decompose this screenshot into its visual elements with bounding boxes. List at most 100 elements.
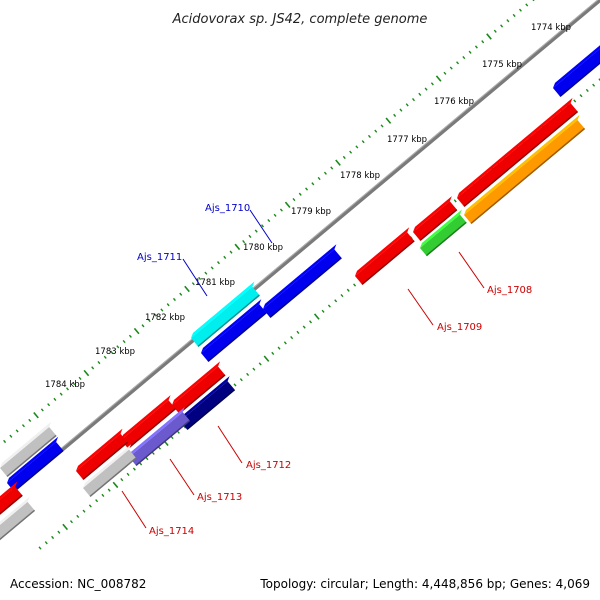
minor-tick	[323, 171, 327, 175]
minor-tick	[128, 334, 132, 338]
minor-tick	[210, 266, 214, 270]
minor-tick	[120, 478, 124, 482]
gene-label-ajs-1708[interactable]: Ajs_1708	[487, 285, 532, 296]
kbp-label: 1775 kbp	[482, 60, 522, 70]
gene-red-edge[interactable]	[0, 481, 23, 542]
gene-1709-red-body	[355, 232, 415, 285]
gene-1708-red-body	[457, 103, 578, 207]
minor-tick	[132, 467, 136, 471]
gene-1774-blue-body	[553, 48, 600, 97]
minor-tick	[290, 336, 294, 340]
minor-tick	[38, 546, 42, 550]
minor-tick	[88, 504, 92, 508]
gene-blue-below-cyan-top	[201, 299, 262, 353]
gene-label-ajs-1712[interactable]: Ajs_1712	[246, 460, 291, 471]
gene-grey-edge-body	[0, 501, 35, 540]
gene-1711-cyan-top	[191, 281, 255, 338]
kbp-label: 1782 kbp	[145, 313, 185, 323]
minor-tick	[229, 250, 233, 254]
gene-blue-left-top	[7, 436, 59, 483]
gene-1774-blue[interactable]	[553, 38, 600, 98]
minor-tick	[141, 324, 145, 328]
minor-tick	[28, 418, 32, 423]
minor-tick	[346, 288, 350, 292]
gene-1712-navy-edge	[186, 389, 236, 431]
minor-tick	[393, 113, 397, 117]
gene-red-lower-body	[76, 433, 128, 480]
gene-grey-left-body	[0, 426, 57, 477]
leader-ajs-1713	[169, 458, 195, 496]
minor-tick	[292, 197, 296, 202]
minor-tick	[361, 140, 365, 144]
gene-label-ajs-1709[interactable]: Ajs_1709	[437, 322, 482, 333]
minor-tick	[493, 29, 497, 33]
minor-tick	[82, 509, 86, 513]
gene-label-ajs-1713[interactable]: Ajs_1713	[197, 492, 242, 503]
leader-ajs-1708	[458, 251, 485, 289]
gene-1714-grey-edge	[89, 457, 137, 498]
gene-green[interactable]	[420, 209, 467, 257]
minor-tick	[349, 150, 353, 154]
gene-1708-red[interactable]	[457, 97, 579, 208]
minor-tick	[91, 366, 95, 370]
gene-red-lower-edge	[82, 441, 129, 481]
minor-tick	[405, 103, 409, 107]
gene-1708-orange[interactable]	[464, 114, 586, 225]
gene-red-small-top	[413, 196, 452, 232]
gene-1708-red-edge	[463, 110, 579, 208]
major-tick	[313, 313, 320, 320]
gene-red-small-edge	[419, 209, 458, 242]
minor-tick	[512, 13, 516, 18]
gene-label-ajs-1714[interactable]: Ajs_1714	[149, 526, 194, 537]
minor-tick	[239, 378, 243, 382]
gene-1713-purple[interactable]	[129, 406, 191, 467]
gene-red-top[interactable]	[172, 361, 226, 415]
minor-tick	[9, 434, 13, 438]
minor-tick	[424, 87, 428, 91]
major-tick	[62, 523, 69, 531]
minor-tick	[500, 24, 504, 28]
gene-red-lower[interactable]	[76, 428, 129, 481]
gene-grey-edge[interactable]	[0, 496, 36, 559]
gene-features	[0, 38, 600, 559]
gene-1708-orange-edge	[470, 127, 586, 225]
minor-tick	[122, 339, 126, 344]
minor-tick	[311, 182, 315, 186]
minor-tick	[154, 313, 158, 317]
minor-tick	[126, 472, 130, 476]
gene-1709-red[interactable]	[355, 227, 415, 286]
minor-tick	[430, 82, 434, 86]
gene-1710-blue[interactable]	[263, 244, 342, 319]
gene-red-small[interactable]	[413, 196, 458, 242]
minor-tick	[97, 360, 101, 365]
minor-tick	[298, 192, 302, 196]
kbp-label: 1784 kbp	[45, 380, 85, 390]
gene-green-top	[420, 209, 462, 248]
gene-label-ajs-1711[interactable]: Ajs_1711	[137, 252, 182, 263]
minor-tick	[330, 166, 334, 170]
gene-blue-left-edge	[13, 449, 64, 493]
gene-1712-navy[interactable]	[180, 376, 236, 431]
gene-blue-below-cyan[interactable]	[201, 299, 267, 363]
minor-tick	[481, 40, 485, 44]
minor-tick	[179, 292, 183, 296]
gene-1711-cyan[interactable]	[191, 281, 260, 348]
backbone-highlight	[0, 0, 599, 501]
gene-grey-left[interactable]	[0, 421, 57, 478]
gene-red-mid[interactable]	[121, 395, 177, 450]
gene-1714-grey[interactable]	[83, 444, 137, 498]
gene-blue-left[interactable]	[7, 436, 64, 493]
genome-backbone	[0, 0, 600, 505]
gene-red-mid-top	[121, 395, 171, 440]
minor-tick	[443, 71, 447, 75]
gene-label-ajs-1710[interactable]: Ajs_1710	[205, 203, 250, 214]
minor-tick	[353, 283, 357, 287]
minor-tick	[340, 293, 344, 298]
gene-red-lower-top	[76, 428, 123, 471]
gene-1711-cyan-edge	[197, 294, 260, 348]
minor-tick	[449, 66, 453, 70]
minor-tick	[40, 408, 44, 412]
minor-tick	[532, 0, 535, 2]
major-tick	[83, 369, 90, 377]
kbp-label: 1783 kbp	[95, 347, 135, 357]
